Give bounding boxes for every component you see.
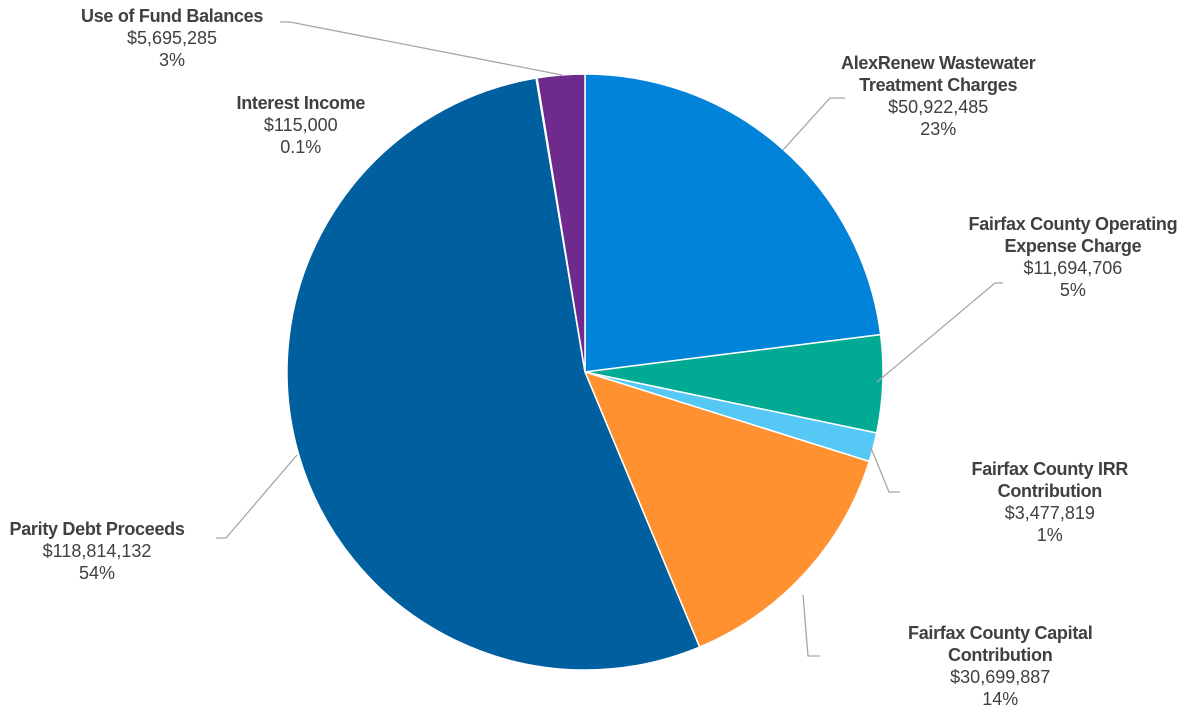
slice-name: Use of Fund Balances: [81, 6, 264, 26]
slice-percent: 5%: [1059, 280, 1086, 300]
data-label-fairfax-county-irr-contribution: Fairfax County IRR Contribution $3,477,819…: [972, 458, 1129, 546]
slice-name: Treatment Charges: [859, 75, 1018, 95]
data-label-interest-income: Interest Income $115,000 0.1%: [237, 92, 366, 158]
data-label-parity-debt-proceeds: Parity Debt Proceeds $118,814,132 54%: [10, 518, 185, 584]
slice-value: $30,699,887: [950, 667, 1051, 687]
slice-percent: 1%: [1036, 525, 1063, 545]
slice-name: Fairfax County Capital: [908, 623, 1093, 643]
slice-value: $115,000: [263, 115, 338, 135]
slice-value: $118,814,132: [42, 541, 152, 561]
slice-percent: 0.1%: [280, 137, 322, 157]
slice-value: $11,694,706: [1023, 258, 1123, 278]
slice-percent: 23%: [920, 119, 957, 139]
leader-line-use-of-fund-balances: [280, 21, 563, 76]
slice-name: Contribution: [997, 481, 1103, 501]
slice-value: $50,922,485: [888, 97, 989, 117]
slice-name: Expense Charge: [1004, 236, 1142, 256]
slice-name: Interest Income: [236, 93, 366, 113]
data-label-use-of-fund-balances: Use of Fund Balances $5,695,285 3%: [81, 5, 263, 71]
slice-name: Fairfax County IRR: [971, 459, 1129, 479]
data-label-alexrenew-wastewater-treatment-charges: AlexRenew Wastewater Treatment Charges $50…: [841, 52, 1036, 140]
slice-percent: 14%: [982, 689, 1019, 709]
slice-name: Parity Debt Proceeds: [9, 519, 185, 539]
slice-name: Contribution: [948, 645, 1053, 665]
pie-slice-alexrenew-wastewater-treatment-charges: [584, 73, 882, 373]
leader-line-fairfax-county-operating-expense-charge: [876, 282, 1003, 383]
data-label-fairfax-county-operating-expense-charge: Fairfax County Operating Expense Charge $1…: [969, 213, 1178, 301]
leader-line-parity-debt-proceeds: [216, 454, 298, 539]
data-label-fairfax-county-capital-contribution: Fairfax County Capital Contribution $30,69…: [908, 622, 1093, 710]
slice-percent: 54%: [79, 563, 116, 583]
pie-slice-fairfax-county-capital-contribution: [583, 370, 871, 649]
slice-percent: 3%: [159, 50, 186, 70]
slice-value: $5,695,285: [126, 28, 218, 48]
leader-line-alexrenew-wastewater-treatment-charges: [782, 97, 845, 151]
pie-slice-parity-debt-proceeds: [286, 77, 701, 671]
slice-name: AlexRenew Wastewater: [841, 53, 1036, 73]
slice-name: Fairfax County Operating: [968, 214, 1178, 234]
leader-line-fairfax-county-capital-contribution: [802, 594, 820, 657]
leader-line-fairfax-county-irr-contribution: [870, 447, 900, 493]
slice-value: $3,477,819: [1004, 503, 1095, 523]
